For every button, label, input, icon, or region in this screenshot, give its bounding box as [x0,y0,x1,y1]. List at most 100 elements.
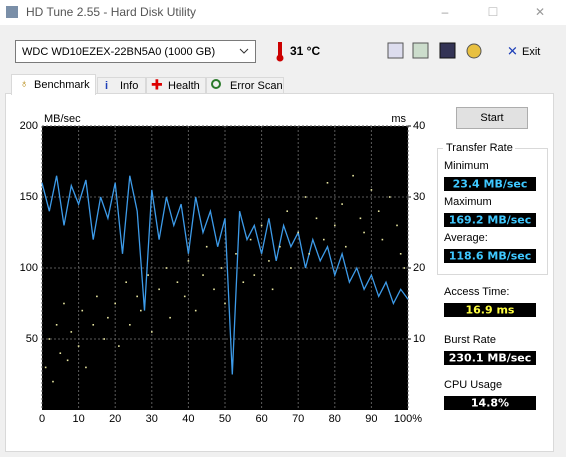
maximize-button[interactable]: ☐ [488,5,499,19]
access-point [70,331,73,333]
access-point [326,182,329,184]
y-axis-label: MB/sec [44,113,81,125]
copy-all-icon[interactable] [412,42,429,59]
temperature: 31 °C [290,44,320,58]
options-icon[interactable] [466,43,482,59]
x-tick-label: 40 [182,413,194,425]
tab-label: Info [120,80,138,92]
access-point [151,331,153,333]
y2-tick-label: 20 [413,262,425,274]
benchmark-icon: ♁ [20,78,28,90]
access-point [403,267,406,269]
access-point [268,260,270,262]
field-label: Burst Rate [444,334,496,346]
tab-label: Health [168,80,200,92]
y-tick-label: 100 [20,262,38,274]
access-point [118,345,120,347]
access-point [81,309,84,312]
access-point [399,253,402,255]
y-tick-label: 50 [26,333,38,345]
access-point [103,338,106,340]
start-button[interactable] [456,107,528,129]
exit-button[interactable]: Exit [522,46,540,58]
group-label: Transfer Rate [446,142,513,154]
access-point [147,274,149,276]
save-icon[interactable] [439,42,456,59]
x-tick-label: 50 [219,413,231,425]
drive-label: WDC WD10EZEX-22BN5A0 (1000 GB) [22,46,215,58]
access-point [344,245,347,248]
access-point [52,380,54,383]
y2-axis-label: ms [391,113,406,125]
thermometer-bulb [276,54,284,62]
exit-icon: ✕ [507,43,518,58]
access-point [92,324,95,326]
access-point [260,224,263,227]
access-point [125,281,127,283]
tab-label: Benchmark [34,79,90,91]
access-point [158,288,160,291]
field-label: Maximum [444,196,492,208]
value-text: 230.1 MB/sec [449,352,532,365]
access-point [370,189,373,191]
access-point [44,366,47,369]
value-box [444,351,536,365]
access-point [352,174,354,177]
x-tick-label: 90 [365,413,377,425]
app-icon [6,6,18,18]
tab-error-scan[interactable] [206,77,284,94]
tab-health[interactable] [146,77,206,94]
y-tick-label: 200 [20,120,38,132]
access-point [253,274,256,276]
close-button[interactable]: ✕ [535,5,545,19]
copy-icon[interactable] [387,42,404,59]
info-icon: i [105,80,108,92]
start-label: Start [480,112,503,124]
y2-tick-label: 30 [413,191,425,203]
value-text: 16.9 ms [466,304,515,317]
access-point [334,224,336,227]
scan-icon [211,79,221,89]
health-icon: ✚ [151,77,163,93]
x-tick-label: 20 [109,413,121,425]
access-point [77,345,80,347]
dropdown-arrow [239,48,249,54]
access-point [220,267,223,269]
access-point [271,288,274,291]
access-point [249,238,252,241]
access-point [66,359,69,362]
y-tick-label: 150 [20,191,38,203]
minimize-button[interactable]: – [442,5,449,19]
access-point [323,238,325,241]
access-point [297,231,299,234]
window-title: HD Tune 2.55 - Hard Disk Utility [26,5,196,19]
access-point [55,324,58,326]
x-tick-label: 0 [39,413,45,425]
access-point [388,196,391,198]
x-tick-label: 10 [72,413,84,425]
access-point [308,253,310,255]
field-label: Access Time: [444,286,509,298]
x-tick-label: 80 [329,413,341,425]
access-point [169,316,171,319]
x-tick-label: 100% [394,413,422,425]
field-label: CPU Usage [444,379,502,391]
access-point [85,366,87,369]
access-point [107,316,109,319]
access-point [224,302,226,305]
value-text: 169.2 MB/sec [449,214,532,227]
title-bar [0,0,566,25]
tab-info[interactable] [97,77,146,94]
chart: 0 10 20 30 40 50 60 70 80 90 100% 50 100 150 200 10 20 30… [20,120,426,425]
access-point [114,302,116,305]
drive-select[interactable] [15,40,256,63]
access-point [183,295,186,298]
value-box [444,396,536,410]
access-point [286,210,289,212]
access-point [279,245,281,248]
access-point [242,281,245,283]
value-text: 23.4 MB/sec [453,178,528,191]
x-tick-label: 30 [146,413,158,425]
field-label: Average: [444,232,488,244]
access-point [129,324,131,326]
